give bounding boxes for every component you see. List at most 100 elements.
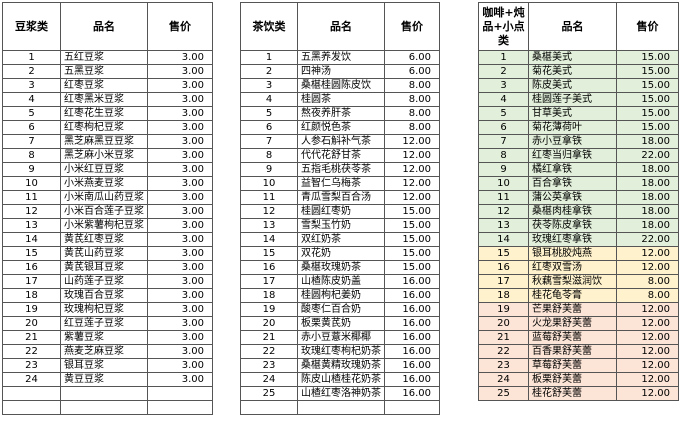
row: 10 小米燕麦豆浆 3.00	[2, 176, 213, 191]
item-number: 19	[240, 302, 298, 317]
row: 8 黑芝麻小米豆浆 3.00	[2, 148, 213, 163]
row: 1 五红豆浆 3.00	[2, 50, 213, 65]
item-number: 5	[2, 106, 61, 121]
item-number: 4	[2, 92, 61, 107]
item-number: 12	[240, 204, 298, 219]
item-number: 19	[478, 302, 529, 317]
item-number: 15	[240, 246, 298, 261]
item-price: 3.00	[147, 78, 213, 93]
item-name: 玫瑰红枣枸杞奶茶	[297, 344, 385, 359]
item-name: 燕麦芝麻豆浆	[60, 344, 148, 359]
row: 6 红颜悦色茶 8.00	[240, 120, 440, 135]
item-number: 22	[478, 344, 529, 359]
item-number: 8	[478, 148, 529, 163]
row: 25 桂花舒芙蕾 12.00	[478, 386, 679, 401]
item-name: 五黑养发饮	[297, 50, 385, 65]
item-price: 12.00	[384, 190, 440, 205]
item-price: 8.00	[384, 120, 440, 135]
item-name: 芒果舒芙蕾	[528, 302, 617, 317]
item-price: 12.00	[616, 344, 679, 359]
item-price: 16.00	[384, 330, 440, 345]
item-price: 3.00	[147, 302, 213, 317]
row: 22 燕麦芝麻豆浆 3.00	[2, 344, 213, 359]
item-name: 双花奶	[297, 246, 385, 261]
item-price: 3.00	[147, 274, 213, 289]
item-number: 12	[478, 204, 529, 219]
item-name: 玫瑰枸杞豆浆	[60, 302, 148, 317]
item-price: 3.00	[147, 330, 213, 345]
item-name: 红枣豆浆	[60, 78, 148, 93]
item-name: 小米紫薯枸杞豆浆	[60, 218, 148, 233]
item-number: 14	[240, 232, 298, 247]
item-number: 11	[478, 190, 529, 205]
row: 10 百合拿铁 18.00	[478, 176, 679, 191]
item-number	[240, 400, 298, 415]
row: 17 山药莲子豆浆 3.00	[2, 274, 213, 289]
item-price: 12.00	[616, 260, 679, 275]
item-price: 3.00	[147, 260, 213, 275]
row: 5 甘草美式 15.00	[478, 106, 679, 121]
item-price: 12.00	[616, 246, 679, 261]
item-price: 12.00	[384, 134, 440, 149]
item-name: 小米燕麦豆浆	[60, 176, 148, 191]
row: 17 秋藕雪梨滋润饮 8.00	[478, 274, 679, 289]
row: 19 芒果舒芙蕾 12.00	[478, 302, 679, 317]
row: 21 蓝莓舒芙蕾 12.00	[478, 330, 679, 345]
item-price	[384, 400, 440, 415]
item-number: 16	[478, 260, 529, 275]
item-number: 3	[240, 78, 298, 93]
row: 3 红枣豆浆 3.00	[2, 78, 213, 93]
row: 11 小米南瓜山药豆浆 3.00	[2, 190, 213, 205]
item-price: 3.00	[147, 232, 213, 247]
item-name	[60, 386, 148, 401]
item-number: 24	[2, 372, 61, 387]
header-cell: 咖啡+炖品+小点类	[478, 2, 529, 51]
item-name: 小米红豆豆浆	[60, 162, 148, 177]
header-cell: 售价	[616, 2, 679, 51]
item-price: 12.00	[616, 358, 679, 373]
item-name: 橘红拿铁	[528, 162, 617, 177]
item-price	[147, 386, 213, 401]
item-name: 红枣双雪汤	[528, 260, 617, 275]
header-cell: 售价	[147, 2, 213, 51]
item-number: 2	[478, 64, 529, 79]
row: 4 红枣黑米豆浆 3.00	[2, 92, 213, 107]
row: 13 小米紫薯枸杞豆浆 3.00	[2, 218, 213, 233]
row: 19 玫瑰枸杞豆浆 3.00	[2, 302, 213, 317]
item-name: 雪梨玉竹奶	[297, 218, 385, 233]
row: 7 人参石斛补气茶 12.00	[240, 134, 440, 149]
item-name: 紫薯豆浆	[60, 330, 148, 345]
row: 23 草莓舒芙蕾 12.00	[478, 358, 679, 373]
item-name: 火龙果舒芙蕾	[528, 316, 617, 331]
item-price: 16.00	[384, 288, 440, 303]
row: 14 玫瑰红枣拿铁 22.00	[478, 232, 679, 247]
item-name: 小米南瓜山药豆浆	[60, 190, 148, 205]
item-price: 3.00	[147, 50, 213, 65]
row: 20 红豆莲子豆浆 3.00	[2, 316, 213, 331]
row: 24 陈皮山楂桂花奶茶 16.00	[240, 372, 440, 387]
item-number: 25	[478, 386, 529, 401]
item-name: 秋藕雪梨滋润饮	[528, 274, 617, 289]
item-price: 15.00	[616, 64, 679, 79]
item-number: 23	[2, 358, 61, 373]
item-name	[297, 400, 385, 415]
row: 8 红枣当归拿铁 22.00	[478, 148, 679, 163]
row: 15 银耳桃胶炖燕 12.00	[478, 246, 679, 261]
item-price: 6.00	[384, 64, 440, 79]
item-price: 15.00	[616, 106, 679, 121]
row: 12 桂圆红枣奶 15.00	[240, 204, 440, 219]
item-number: 12	[2, 204, 61, 219]
row: 6 菊花薄荷叶 15.00	[478, 120, 679, 135]
item-name: 茯苓陈皮拿铁	[528, 218, 617, 233]
item-number: 18	[478, 288, 529, 303]
item-price: 3.00	[147, 64, 213, 79]
item-name: 人参石斛补气茶	[297, 134, 385, 149]
row: 11 蒲公英拿铁 18.00	[478, 190, 679, 205]
item-price: 15.00	[384, 204, 440, 219]
item-number: 7	[240, 134, 298, 149]
item-name: 桑椹桂圆陈皮饮	[297, 78, 385, 93]
row: 13 茯苓陈皮拿铁 18.00	[478, 218, 679, 233]
item-price: 18.00	[616, 190, 679, 205]
item-number: 6	[240, 120, 298, 135]
item-number: 21	[2, 330, 61, 345]
